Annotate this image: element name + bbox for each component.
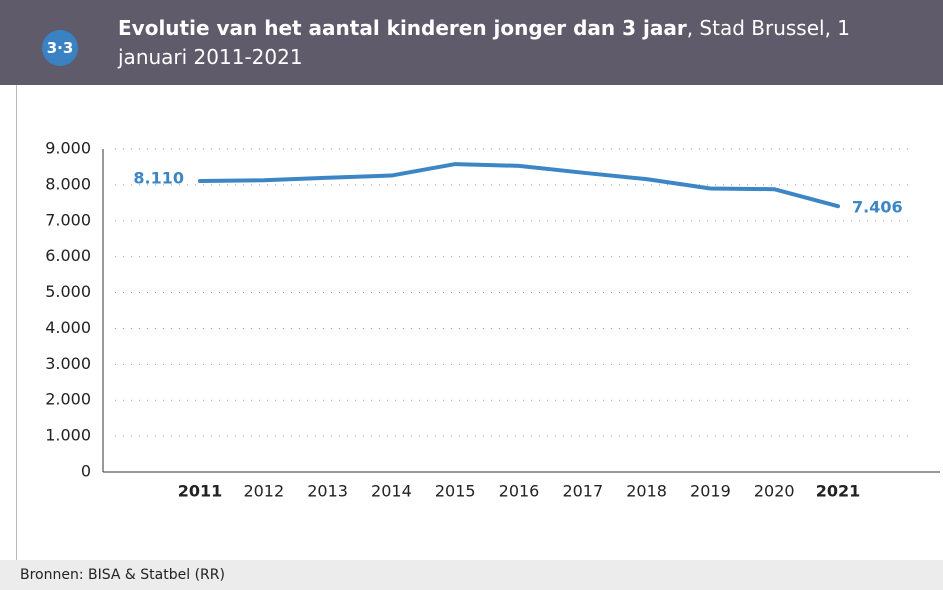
footer: Bronnen: BISA & Statbel (RR) [0,560,943,590]
y-tick-label: 5.000 [45,282,91,301]
x-tick-label: 2016 [499,482,540,501]
x-tick-label: 2020 [754,482,795,501]
x-tick-label: 2017 [562,482,603,501]
data-label: 8.110 [133,168,184,187]
y-tick-label: 6.000 [45,246,91,265]
badge: 3·3 [42,30,78,66]
source: Bronnen: BISA & Statbel (RR) [20,567,225,583]
x-tick-label: 2021 [816,482,861,501]
y-tick-label: 9.000 [45,139,91,158]
y-tick-label: 3.000 [45,354,91,373]
line [198,162,840,209]
x-tick-label: 2012 [243,482,284,501]
y-tick-label: 7.000 [45,210,91,229]
y-tick-label: 8.000 [45,174,91,193]
y-tick-label: 0 [81,462,91,481]
x-tick-label: 2014 [371,482,412,501]
header: 3·3 Evolutie van het aantal kinderen jon… [0,0,943,85]
border [16,85,17,560]
chart-title: Evolutie van het aantal kinderen jonger … [118,16,687,40]
title-block: Evolutie van het aantal kinderen jonger … [118,14,918,72]
x-tick-label: 2018 [626,482,667,501]
chart-subtitle: , Stad Brussel, 1 januari 2011-2021 [118,16,851,69]
chart: 0 1.000 2.000 3.000 4.000 5.000 6.000 7.000 8.00… [45,139,940,501]
x-tick-label: 2015 [435,482,476,501]
y-tick-label: 2.000 [45,390,91,409]
x-tick-label: 2011 [178,482,223,501]
x-tick-label: 2013 [307,482,348,501]
data-label: 7.406 [852,198,903,217]
y-tick-label: 1.000 [45,426,91,445]
y-tick-label: 4.000 [45,318,91,337]
x-tick-label: 2019 [690,482,731,501]
